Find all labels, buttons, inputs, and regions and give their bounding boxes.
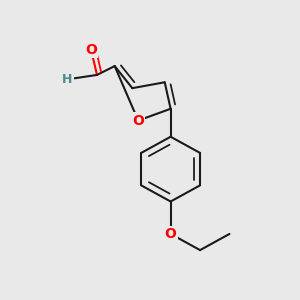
Text: O: O [85,43,97,57]
Text: O: O [132,114,144,128]
Text: O: O [165,227,176,241]
Text: H: H [62,73,73,86]
